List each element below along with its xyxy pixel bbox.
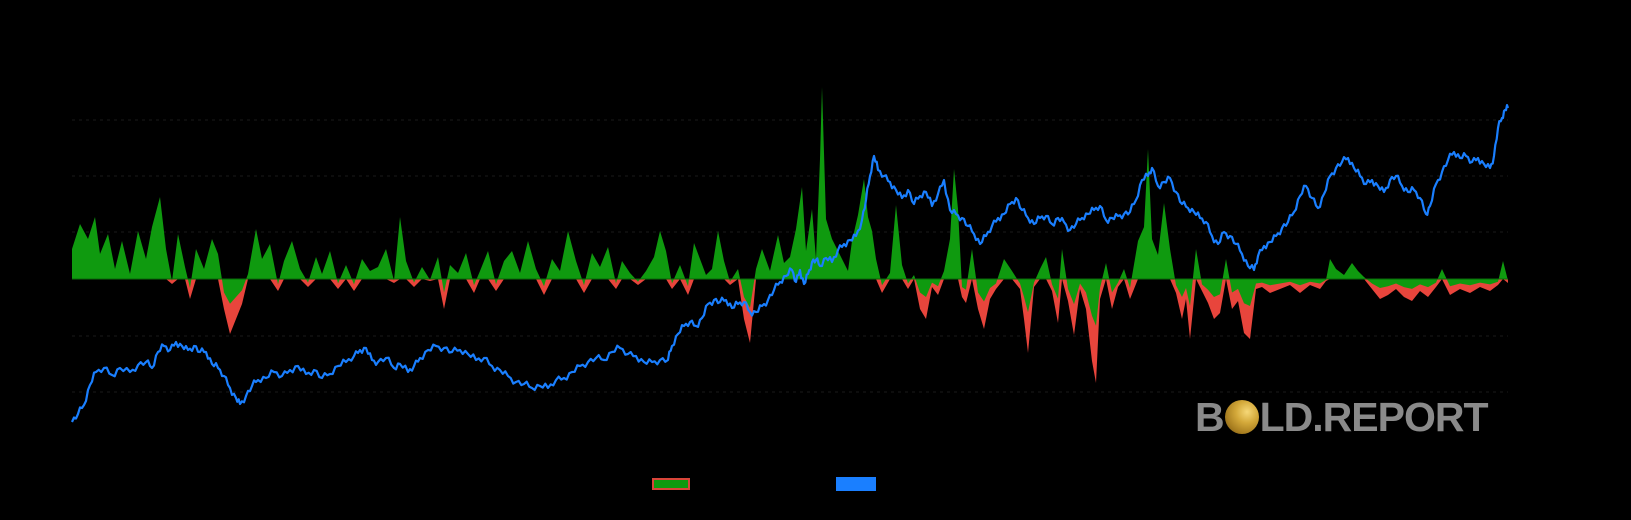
legend-swatch-line-icon — [836, 477, 876, 491]
legend-item-line — [836, 477, 884, 491]
line-series — [70, 104, 1510, 423]
legend-item-area — [652, 478, 698, 490]
logo-text-prefix: B — [1195, 393, 1225, 440]
brand-logo: B LD.REPORT — [1195, 393, 1489, 440]
legend — [652, 477, 944, 491]
legend-swatch-area-icon — [652, 478, 690, 490]
area-positive — [72, 87, 1508, 326]
logo-text-suffix: LD.REPORT — [1259, 393, 1489, 440]
gold-coin-icon — [1224, 400, 1259, 434]
area-negative — [72, 279, 1508, 383]
